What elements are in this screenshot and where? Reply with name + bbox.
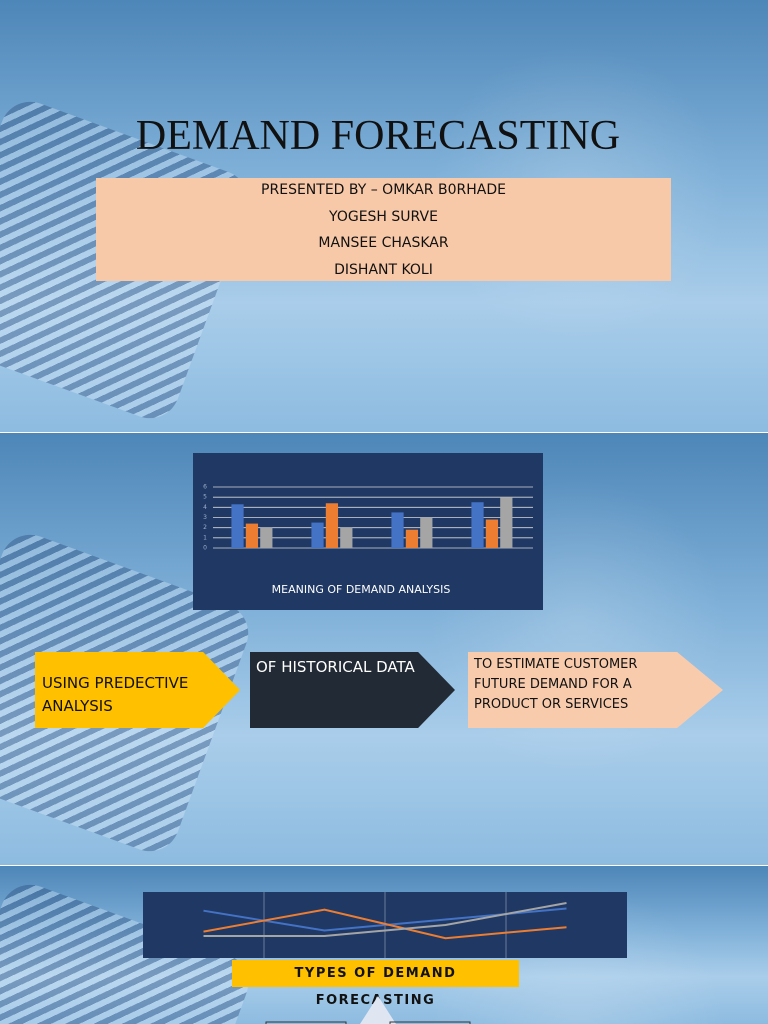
y-tick-label: 4: [203, 504, 207, 511]
presenter: PRESENTED BY – OMKAR B0RHADE: [261, 182, 506, 198]
bar: [231, 504, 244, 548]
title: DEMAND FORECASTING: [135, 113, 621, 159]
box-outline: [265, 1021, 347, 1024]
presenter: YOGESH SURVE: [329, 208, 438, 225]
y-tick-label: 1: [203, 534, 207, 541]
step-arrow: USING PREDECTIVE ANALYSIS: [35, 652, 240, 728]
chart-caption: MEANING OF DEMAND ANALYSIS: [272, 583, 451, 596]
decoration: [265, 996, 471, 1024]
line: [203, 902, 567, 937]
y-tick-label: 2: [203, 524, 207, 531]
bar: [420, 517, 433, 548]
bar: [260, 527, 273, 548]
bar: [245, 523, 259, 548]
arrow-shape: [360, 996, 396, 1024]
bar-chart: MEANING OF DEMAND ANALYSIS 0 1 2 3 4 5 6: [193, 453, 543, 610]
bar: [325, 503, 339, 548]
presenter: DISHANT KOLI: [334, 261, 433, 278]
presenters-box: PRESENTED BY – OMKAR B0RHADE YOGESH SURV…: [96, 178, 671, 281]
section-caption: TYPES OF DEMAND FORECASTING: [232, 960, 519, 1008]
bar: [311, 522, 324, 548]
line-chart: [143, 892, 627, 958]
box-outline: [389, 1021, 471, 1024]
bar: [405, 529, 419, 548]
y-tick-label: 3: [203, 514, 207, 521]
bar: [485, 519, 499, 548]
step-arrow: OF HISTORICAL DATA: [250, 652, 455, 728]
bar: [471, 502, 484, 548]
step-arrow: TO ESTIMATE CUSTOMER FUTURE DEMAND FOR A…: [468, 652, 723, 728]
bar: [340, 527, 353, 548]
y-tick-label: 5: [203, 494, 207, 501]
y-tick-label: 6: [203, 484, 207, 491]
bar: [391, 512, 404, 548]
y-tick-label: 0: [203, 545, 207, 552]
line: [203, 908, 567, 940]
bar: [500, 497, 513, 548]
presenter: MANSEE CHASKAR: [318, 235, 449, 251]
